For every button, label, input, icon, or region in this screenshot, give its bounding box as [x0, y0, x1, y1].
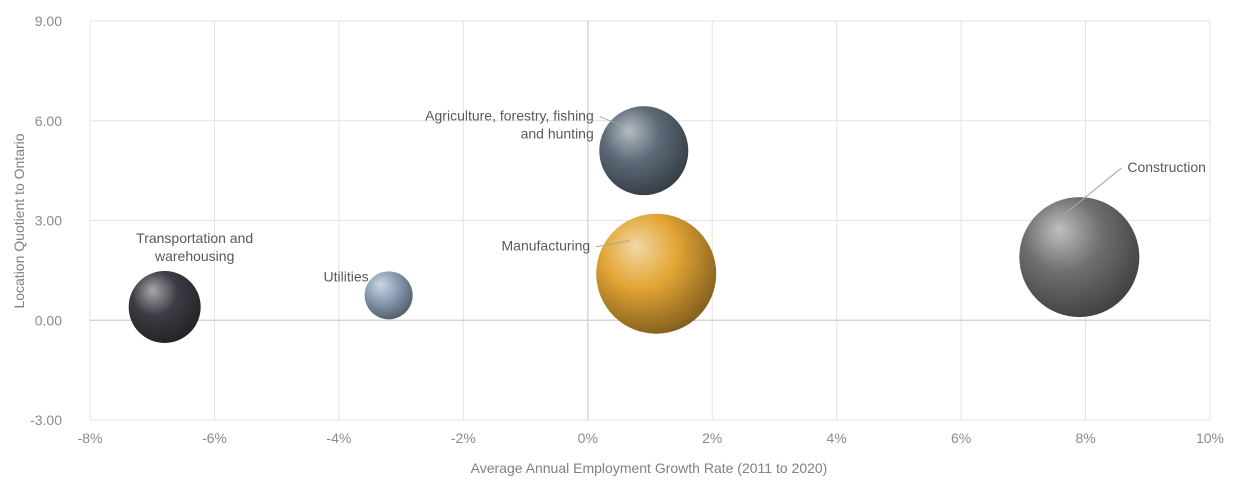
bubble: [364, 271, 413, 320]
x-tick-label: -6%: [202, 430, 227, 446]
y-tick-label: -3.00: [30, 412, 62, 428]
bubble-label: Construction: [1127, 159, 1206, 175]
x-tick-label: -4%: [326, 430, 351, 446]
bubble-label: Utilities: [324, 268, 369, 284]
y-axis-ticks: -3.00 0.00 3.00 6.00 9.00: [30, 13, 62, 428]
x-axis-ticks: -8% -6% -4% -2% 0% 2% 4% 6% 8% 10%: [78, 430, 1224, 446]
y-tick-label: 9.00: [35, 13, 62, 29]
x-tick-label: 10%: [1196, 430, 1224, 446]
bubble: [599, 106, 689, 196]
label-leader-line: [599, 116, 624, 127]
bubble: [128, 270, 201, 343]
x-tick-label: -8%: [78, 430, 103, 446]
x-tick-label: 4%: [827, 430, 847, 446]
label-leader-line: [596, 240, 630, 248]
label-leader-line: [1052, 167, 1122, 225]
y-tick-label: 6.00: [35, 113, 62, 129]
x-axis-title: Average Annual Employment Growth Rate (2…: [471, 460, 828, 476]
bubble-labels: Agriculture, forestry, fishing and huntin…: [136, 108, 1206, 285]
bubble-label: Transportation and warehousing: [136, 230, 253, 264]
x-tick-label: 6%: [951, 430, 971, 446]
x-tick-label: 0%: [578, 430, 598, 446]
bubble-label: Manufacturing: [502, 238, 591, 254]
x-tick-label: 8%: [1075, 430, 1095, 446]
y-tick-label: 0.00: [35, 312, 62, 328]
bubble: [596, 213, 717, 334]
x-tick-label: -2%: [451, 430, 476, 446]
bubbles: [128, 106, 1140, 343]
y-tick-label: 3.00: [35, 213, 62, 229]
bubble-label: Agriculture, forestry, fishing and huntin…: [425, 108, 594, 142]
bubble: [1019, 197, 1140, 318]
x-tick-label: 2%: [702, 430, 722, 446]
y-axis-title: Location Quotient to Ontario: [11, 133, 27, 308]
